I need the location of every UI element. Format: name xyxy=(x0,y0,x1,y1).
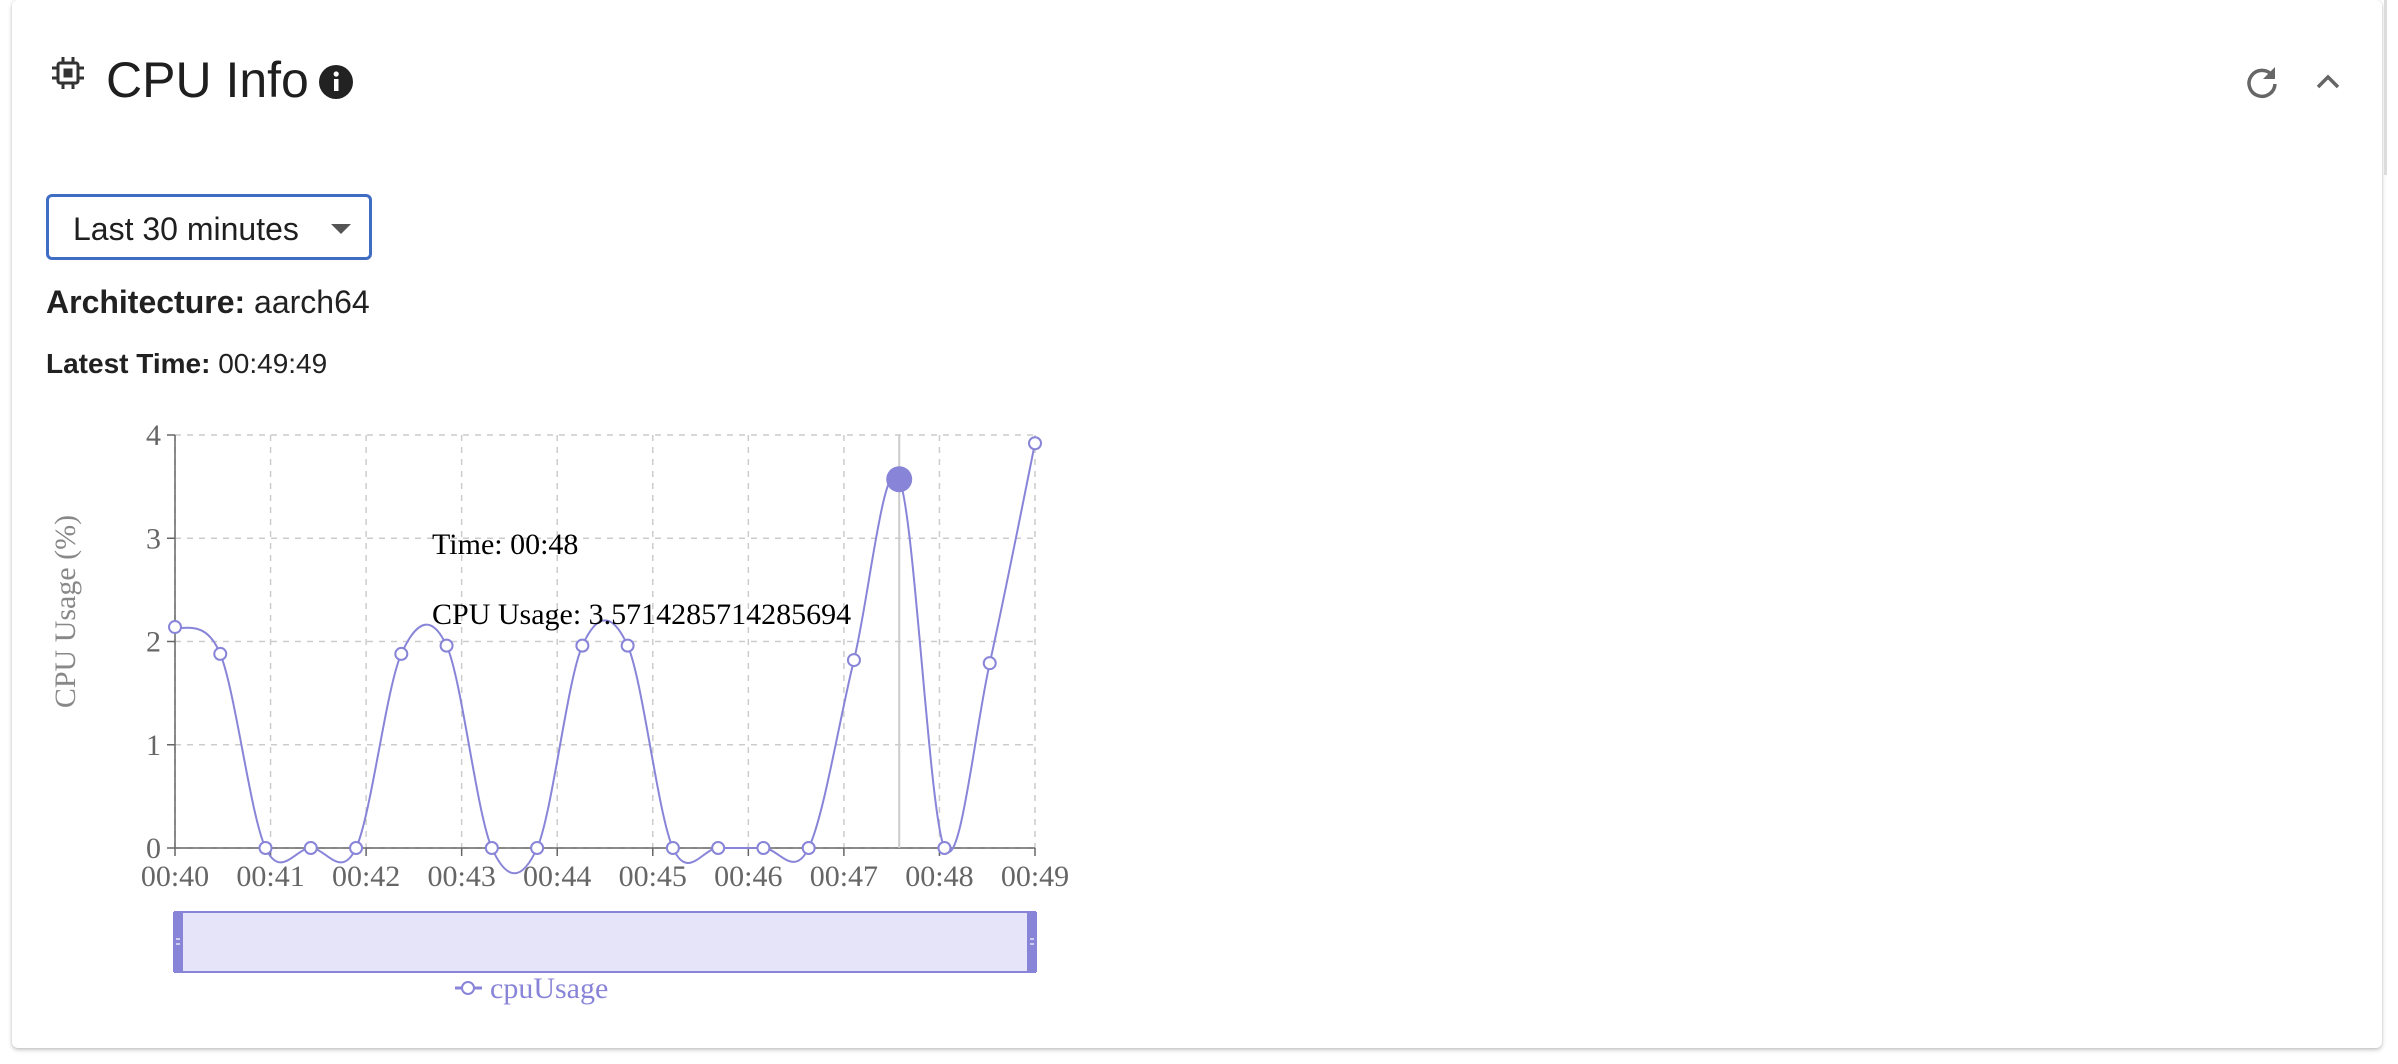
chevron-down-icon xyxy=(331,224,351,234)
data-point xyxy=(1028,436,1042,451)
brush-handle-right xyxy=(1027,912,1037,972)
data-point xyxy=(349,841,364,855)
x-tick-label: 00:49 xyxy=(1001,860,1069,893)
cpu-chip-icon xyxy=(52,57,84,89)
latest-time-value: 00:49:49 xyxy=(218,348,328,379)
active-data-point xyxy=(886,466,913,493)
tooltip-time: Time: 00:48 xyxy=(432,528,578,561)
chart-legend: cpuUsage xyxy=(455,972,608,1005)
tooltip: Time: 00:48 CPU Usage: 3.571428571428569… xyxy=(432,528,851,631)
y-tick-label: 4 xyxy=(146,419,161,452)
refresh-icon[interactable] xyxy=(2242,62,2282,102)
architecture-info: Architecture: aarch64 xyxy=(46,282,370,322)
y-tick-label: 0 xyxy=(146,832,161,865)
page-title: CPU Info xyxy=(106,52,309,108)
data-point xyxy=(258,841,273,855)
data-point xyxy=(213,646,228,661)
x-tick-label: 00:48 xyxy=(905,860,973,893)
data-point xyxy=(982,656,997,671)
scrollbar[interactable] xyxy=(2384,0,2387,175)
data-point xyxy=(711,841,726,855)
x-tick-label: 00:47 xyxy=(810,860,878,893)
data-point xyxy=(439,638,454,653)
brush-handle-left xyxy=(173,912,183,972)
chevron-up-icon[interactable] xyxy=(2308,62,2348,102)
x-tick-label: 00:43 xyxy=(427,860,495,893)
y-tick-label: 2 xyxy=(146,626,161,659)
x-tick-label: 00:45 xyxy=(619,860,687,893)
data-point xyxy=(801,841,816,855)
info-icon[interactable] xyxy=(318,64,354,100)
data-point xyxy=(937,841,952,855)
data-point xyxy=(394,646,409,661)
time-range-value: Last 30 minutes xyxy=(73,211,299,247)
x-tick-label: 00:46 xyxy=(714,860,782,893)
latest-time-label: Latest Time: xyxy=(46,348,211,379)
x-tick-label: 00:40 xyxy=(141,860,209,893)
architecture-value: aarch64 xyxy=(254,284,370,320)
chart-grid xyxy=(174,434,1036,849)
data-point xyxy=(484,841,499,855)
data-point xyxy=(756,841,771,855)
data-point xyxy=(303,841,318,855)
data-point xyxy=(665,841,680,855)
x-tick-label: 00:42 xyxy=(332,860,400,893)
series-line-cpuUsage xyxy=(174,443,1036,875)
x-tick-label: 00:44 xyxy=(523,860,591,893)
time-brush[interactable] xyxy=(173,911,1037,973)
data-point xyxy=(168,620,182,635)
tooltip-value: CPU Usage: 3.5714285714285694 xyxy=(432,598,851,631)
x-tick-label: 00:41 xyxy=(236,860,304,893)
brush-area xyxy=(174,911,1036,973)
data-point xyxy=(575,638,590,653)
legend-marker-icon xyxy=(461,981,475,995)
cpu-info-card xyxy=(12,0,2382,1048)
data-point xyxy=(620,638,635,653)
chart-axes: 0 1 2 3 4 00:40 00:41 00:42 00:43 00:44 00:45 00:46… xyxy=(141,419,1069,893)
y-tick-label: 3 xyxy=(146,522,161,555)
latest-time-info: Latest Time: 00:49:49 xyxy=(46,346,327,382)
y-axis-label: CPU Usage (%) xyxy=(49,515,82,708)
cpu-usage-chart: 0 1 2 3 4 00:40 00:41 00:42 00:43 00:44 00:45 00:46… xyxy=(49,419,1069,1005)
data-point xyxy=(846,653,861,668)
legend-label: cpuUsage xyxy=(490,972,608,1005)
architecture-label: Architecture: xyxy=(46,284,246,320)
time-range-select[interactable]: Last 30 minutes xyxy=(46,194,372,260)
data-point xyxy=(530,841,545,855)
y-tick-label: 1 xyxy=(146,729,161,762)
